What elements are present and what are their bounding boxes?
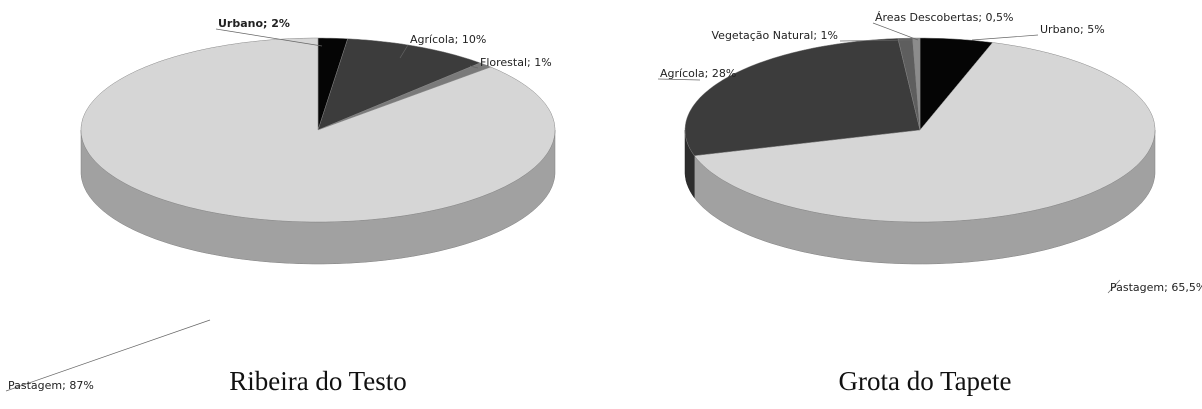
leader-line bbox=[872, 22, 919, 41]
data-label: Vegetação Natural; 1% bbox=[712, 29, 838, 42]
pie-slice bbox=[693, 42, 1156, 223]
leader-line bbox=[971, 34, 1039, 41]
data-label: Urbano; 2% bbox=[218, 17, 290, 30]
chart-title: Ribeira do Testo bbox=[229, 366, 407, 396]
pie-slice bbox=[912, 37, 921, 131]
leader-line bbox=[469, 65, 479, 69]
data-label: Florestal; 1% bbox=[480, 56, 552, 69]
pie-slice bbox=[684, 38, 921, 156]
pie-slice bbox=[317, 38, 481, 131]
pie-chart: Urbano; 5% Pastagem; 65,5% Agrícola; 28% Ve… bbox=[657, 11, 1202, 396]
data-label: Pastagem; 87% bbox=[8, 379, 94, 392]
data-label: Agrícola; 10% bbox=[410, 33, 486, 46]
leader-line bbox=[5, 319, 211, 392]
data-label: Áreas Descobertas; 0,5% bbox=[875, 11, 1014, 24]
chart-title: Grota do Tapete bbox=[838, 366, 1011, 396]
leader-line bbox=[1107, 279, 1121, 294]
data-label: Pastagem; 65,5% bbox=[1110, 281, 1202, 294]
pie-slice bbox=[80, 37, 556, 223]
pie-slice bbox=[919, 37, 994, 131]
data-label: Agrícola; 28% bbox=[660, 67, 736, 80]
leader-line bbox=[215, 28, 323, 47]
pie-chart: Urbano; 2% Agrícola; 10% Florestal; 1% Past… bbox=[5, 17, 556, 396]
leader-line bbox=[399, 44, 409, 59]
data-label: Urbano; 5% bbox=[1040, 23, 1105, 36]
leader-line bbox=[839, 39, 913, 42]
leader-line bbox=[657, 78, 701, 81]
